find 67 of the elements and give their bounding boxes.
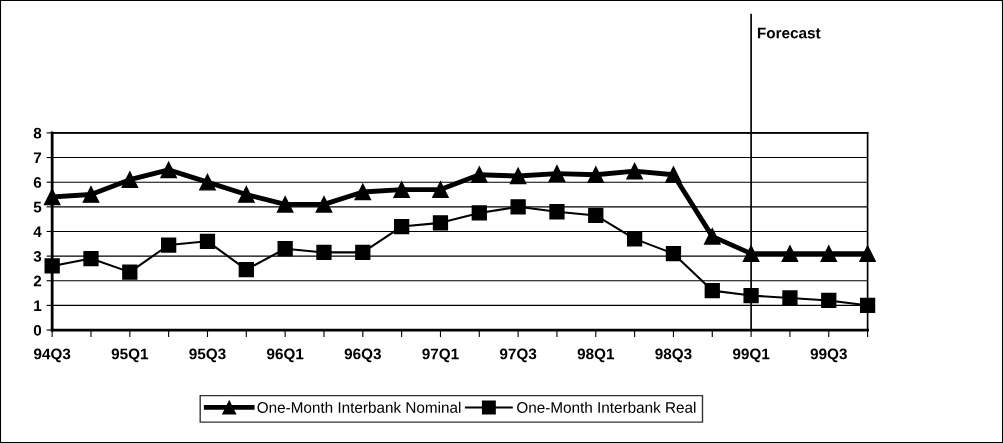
- point: [199, 233, 216, 249]
- point: [315, 196, 333, 213]
- y-tick-label: 0: [33, 324, 42, 336]
- point: [781, 245, 799, 262]
- point: [820, 245, 838, 262]
- point: [509, 167, 527, 185]
- point: [393, 181, 410, 198]
- point: [471, 205, 487, 221]
- x-tick-label: 95Q1: [111, 348, 149, 363]
- x-tick-label: 95Q3: [189, 348, 226, 363]
- point: [626, 162, 643, 180]
- point: [665, 166, 682, 184]
- point: [665, 246, 682, 262]
- point: [510, 199, 526, 215]
- point: [122, 264, 138, 280]
- point: [199, 173, 216, 191]
- point: [121, 171, 139, 189]
- point: [276, 196, 294, 213]
- x-tick-label: 96Q3: [344, 348, 381, 363]
- point: [821, 292, 837, 309]
- x-tick-label: 97Q1: [422, 348, 459, 363]
- point: [432, 181, 449, 198]
- y-tick-label: 5: [33, 201, 42, 213]
- point: [782, 290, 798, 306]
- point: [859, 297, 876, 314]
- x-tick-label: 97Q3: [499, 348, 537, 363]
- point: [160, 161, 177, 179]
- point: [704, 282, 720, 299]
- y-tick-label: 4: [33, 226, 42, 237]
- point: [548, 165, 566, 182]
- x-tick-label: 98Q1: [577, 348, 615, 363]
- point: [470, 166, 488, 184]
- point: [355, 244, 371, 261]
- legend-label: One-Month Interbank Real: [517, 401, 696, 413]
- point: [626, 231, 643, 247]
- y-tick-label: 6: [33, 177, 42, 188]
- point: [703, 228, 721, 245]
- point: [43, 188, 61, 206]
- point: [743, 287, 759, 304]
- point: [44, 258, 60, 274]
- y-tick-label: 8: [33, 127, 42, 139]
- point: [393, 218, 410, 235]
- ref-line-label: Forecast: [757, 27, 821, 39]
- y-tick-label: 1: [34, 300, 42, 311]
- x-tick-label: 94Q3: [34, 348, 71, 363]
- point: [277, 241, 293, 257]
- point: [588, 207, 604, 224]
- y-tick-label: 7: [33, 152, 42, 164]
- point: [859, 245, 876, 262]
- x-tick-label: 98Q3: [655, 348, 692, 363]
- point: [587, 166, 605, 184]
- point: [161, 237, 177, 253]
- x-tick-label: 99Q3: [810, 348, 847, 363]
- point: [432, 215, 449, 231]
- point: [237, 186, 255, 203]
- point: [316, 244, 332, 261]
- x-tick-label: 96Q1: [266, 348, 304, 363]
- y-tick-label: 3: [33, 250, 42, 262]
- point: [238, 262, 254, 278]
- point: [82, 186, 100, 203]
- point: [549, 204, 565, 220]
- legend-label: One-Month Interbank Nominal: [257, 401, 461, 413]
- point: [354, 183, 372, 201]
- point: [83, 250, 99, 267]
- y-tick-label: 2: [33, 275, 42, 287]
- x-tick-label: 99Q1: [732, 348, 770, 363]
- point: [742, 245, 760, 262]
